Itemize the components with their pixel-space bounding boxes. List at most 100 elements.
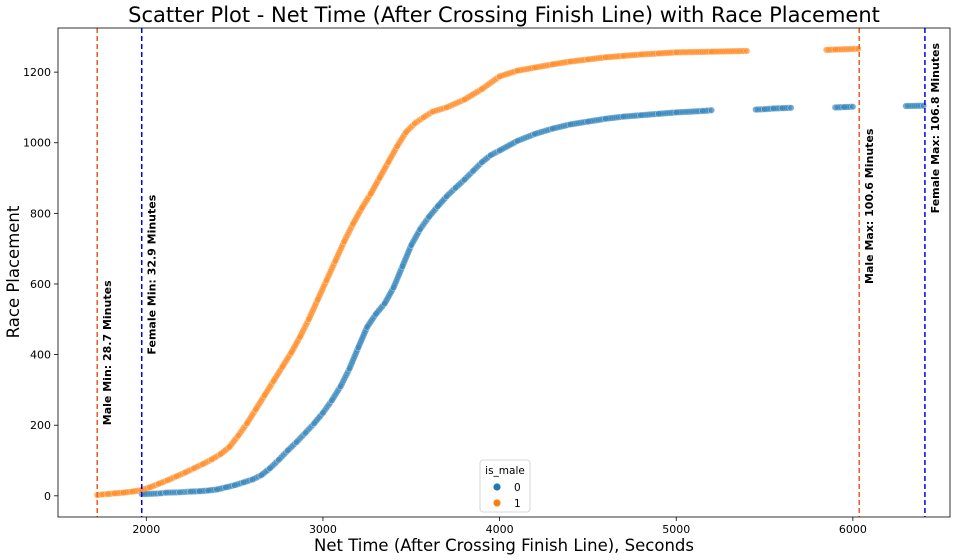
scatter-point-series-1 bbox=[484, 81, 492, 89]
reference-annotations: Male Min: 28.7 Minutes Female Min: 32.9 M… bbox=[101, 42, 942, 425]
scatter-point-series-0 bbox=[642, 111, 649, 119]
scatter-point-series-1 bbox=[307, 311, 314, 319]
scatter-point-series-0 bbox=[324, 403, 331, 410]
scatter-point-series-0 bbox=[469, 167, 477, 175]
legend: is_male 0 1 bbox=[479, 459, 531, 513]
scatter-point-series-1 bbox=[447, 102, 455, 109]
x-axis-label: Net Time (After Crossing Finish Line), S… bbox=[314, 536, 694, 555]
scatter-point-series-1 bbox=[236, 430, 243, 437]
scatter-point-series-0 bbox=[473, 164, 480, 171]
scatter-point-series-1 bbox=[338, 244, 345, 252]
scatter-point-series-0 bbox=[471, 166, 479, 173]
scatter-point-series-0 bbox=[407, 241, 415, 249]
scatter-point-series-0 bbox=[356, 340, 364, 347]
scatter-point-series-0 bbox=[381, 300, 389, 307]
scatter-point-series-1 bbox=[359, 202, 367, 210]
scatter-point-series-0 bbox=[525, 133, 532, 140]
scatter-point-series-1 bbox=[237, 428, 245, 435]
scatter-point-series-1 bbox=[659, 49, 667, 57]
scatter-point-series-0 bbox=[295, 437, 302, 444]
scatter-point-series-0 bbox=[659, 110, 667, 117]
scatter-point-series-0 bbox=[266, 464, 274, 472]
scatter-point-series-0 bbox=[452, 184, 459, 192]
scatter-point-series-1 bbox=[344, 231, 351, 239]
scatter-point-series-0 bbox=[498, 146, 505, 153]
scatter-point-series-1 bbox=[395, 141, 402, 148]
scatter-point-series-0 bbox=[666, 109, 673, 117]
scatter-point-series-0 bbox=[686, 108, 693, 115]
scatter-point-series-1 bbox=[452, 100, 459, 107]
scatter-point-series-1 bbox=[337, 247, 344, 254]
scatter-point-series-0 bbox=[770, 105, 777, 112]
scatter-point-series-0 bbox=[399, 262, 406, 270]
scatter-point-series-1 bbox=[122, 489, 129, 496]
scatter-point-series-0 bbox=[363, 323, 371, 331]
scatter-point-series-1 bbox=[278, 363, 286, 371]
scatter-point-series-0 bbox=[179, 488, 186, 496]
scatter-point-series-0 bbox=[677, 108, 684, 116]
scatter-point-series-1 bbox=[823, 46, 830, 54]
scatter-point-series-1 bbox=[299, 329, 306, 336]
scatter-point-series-0 bbox=[251, 475, 258, 482]
scatter-point-series-0 bbox=[613, 114, 620, 121]
scatter-point-series-1 bbox=[556, 60, 563, 67]
scatter-point-series-1 bbox=[340, 238, 348, 245]
scatter-point-series-1 bbox=[384, 158, 392, 166]
scatter-point-series-0 bbox=[242, 478, 249, 485]
scatter-point-series-1 bbox=[692, 48, 700, 56]
scatter-point-series-1 bbox=[841, 46, 848, 53]
scatter-point-series-1 bbox=[589, 55, 596, 63]
scatter-point-series-1 bbox=[470, 90, 478, 97]
scatter-point-series-1 bbox=[199, 460, 207, 468]
scatter-point-series-1 bbox=[372, 180, 380, 188]
scatter-point-series-1 bbox=[327, 268, 334, 276]
y-tick-label: 800 bbox=[30, 207, 51, 220]
scatter-point-series-1 bbox=[843, 45, 850, 53]
scatter-point-series-1 bbox=[655, 50, 662, 57]
scatter-point-series-0 bbox=[358, 336, 366, 343]
scatter-point-series-1 bbox=[287, 349, 295, 357]
scatter-point-series-1 bbox=[396, 139, 403, 146]
scatter-point-series-1 bbox=[602, 53, 609, 61]
legend-title: is_male bbox=[485, 465, 525, 477]
scatter-point-series-1 bbox=[363, 196, 371, 204]
scatter-point-series-1 bbox=[679, 49, 687, 56]
scatter-point-series-1 bbox=[280, 361, 287, 369]
scatter-point-series-1 bbox=[533, 63, 541, 71]
scatter-point-series-1 bbox=[343, 233, 350, 241]
scatter-point-series-0 bbox=[189, 488, 196, 495]
scatter-point-series-1 bbox=[463, 95, 470, 102]
scatter-point-series-1 bbox=[701, 48, 709, 55]
scatter-point-series-1 bbox=[522, 65, 530, 73]
scatter-point-series-1 bbox=[210, 454, 218, 462]
scatter-point-series-1 bbox=[490, 77, 497, 84]
scatter-point-series-0 bbox=[531, 130, 539, 138]
scatter-point-series-1 bbox=[351, 216, 359, 224]
legend-marker-1 bbox=[493, 499, 501, 507]
scatter-point-series-0 bbox=[624, 113, 631, 120]
x-tick-label: 2000 bbox=[132, 523, 160, 536]
scatter-point-series-0 bbox=[404, 250, 411, 257]
scatter-point-series-1 bbox=[631, 51, 638, 59]
scatter-point-series-0 bbox=[391, 282, 398, 289]
scatter-point-series-0 bbox=[390, 284, 397, 291]
chart-title: Scatter Plot - Net Time (After Crossing … bbox=[128, 3, 880, 27]
scatter-point-series-1 bbox=[128, 488, 136, 495]
scatter-point-series-0 bbox=[516, 136, 523, 144]
scatter-point-series-1 bbox=[243, 420, 251, 427]
scatter-point-series-1 bbox=[256, 400, 263, 407]
scatter-point-series-0 bbox=[360, 332, 367, 339]
scatter-point-series-0 bbox=[708, 106, 715, 114]
scatter-point-series-0 bbox=[259, 470, 267, 478]
scatter-point-series-0 bbox=[631, 112, 638, 119]
scatter-point-series-1 bbox=[500, 71, 508, 79]
scatter-point-series-1 bbox=[355, 210, 362, 218]
scatter-point-series-0 bbox=[313, 416, 321, 424]
scatter-point-series-1 bbox=[361, 200, 368, 208]
scatter-point-series-0 bbox=[412, 233, 419, 241]
scatter-point-series-1 bbox=[308, 309, 315, 317]
scatter-point-series-1 bbox=[498, 72, 505, 79]
scatter-point-series-1 bbox=[350, 218, 358, 226]
scatter-point-series-1 bbox=[454, 99, 461, 106]
scatter-point-series-1 bbox=[320, 283, 327, 291]
